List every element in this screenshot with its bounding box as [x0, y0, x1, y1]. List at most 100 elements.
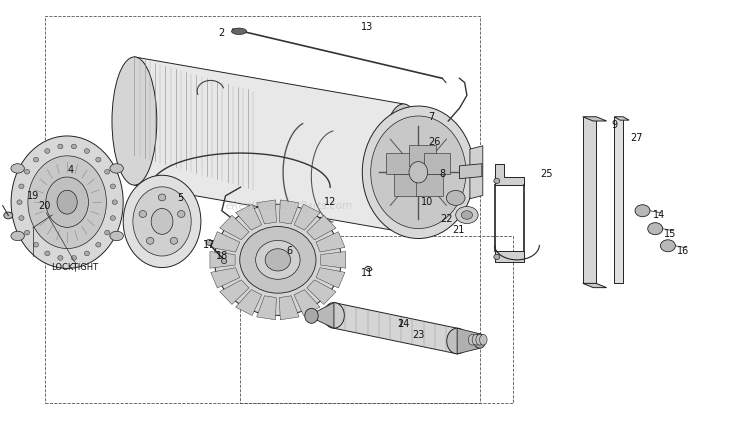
- Ellipse shape: [661, 240, 676, 252]
- Ellipse shape: [494, 254, 500, 259]
- Ellipse shape: [46, 177, 88, 227]
- Polygon shape: [424, 153, 451, 175]
- Ellipse shape: [221, 258, 226, 264]
- Ellipse shape: [214, 204, 341, 315]
- Text: 8: 8: [440, 169, 446, 179]
- Text: 20: 20: [38, 202, 51, 212]
- Polygon shape: [211, 232, 240, 252]
- Ellipse shape: [4, 212, 13, 219]
- Ellipse shape: [104, 169, 110, 174]
- Polygon shape: [210, 252, 235, 268]
- Polygon shape: [279, 200, 299, 224]
- Polygon shape: [256, 200, 276, 224]
- Ellipse shape: [472, 335, 479, 345]
- Polygon shape: [416, 175, 443, 196]
- Text: 18: 18: [216, 251, 228, 261]
- Ellipse shape: [84, 251, 89, 256]
- Text: 21: 21: [452, 225, 465, 235]
- Polygon shape: [394, 175, 421, 196]
- Ellipse shape: [456, 206, 478, 224]
- Polygon shape: [311, 303, 334, 328]
- Polygon shape: [409, 144, 436, 166]
- Ellipse shape: [110, 164, 123, 173]
- Ellipse shape: [266, 249, 290, 271]
- Ellipse shape: [476, 335, 483, 345]
- Text: LOCKTIGHT: LOCKTIGHT: [51, 263, 98, 272]
- Text: 16: 16: [676, 246, 689, 256]
- Polygon shape: [583, 117, 607, 121]
- Text: 4: 4: [67, 165, 74, 175]
- Ellipse shape: [123, 175, 201, 267]
- Ellipse shape: [446, 190, 465, 206]
- Text: 23: 23: [413, 331, 424, 341]
- Polygon shape: [334, 303, 458, 354]
- Text: eReplacementParts.com: eReplacementParts.com: [226, 202, 352, 212]
- Ellipse shape: [479, 335, 487, 345]
- Text: 2: 2: [219, 28, 225, 38]
- Ellipse shape: [19, 184, 24, 189]
- Text: 13: 13: [362, 22, 374, 32]
- Text: 25: 25: [541, 169, 553, 179]
- Text: 5: 5: [178, 193, 184, 203]
- Ellipse shape: [104, 230, 110, 235]
- Polygon shape: [316, 232, 345, 252]
- Ellipse shape: [133, 187, 191, 256]
- Polygon shape: [460, 164, 482, 179]
- Ellipse shape: [648, 223, 663, 235]
- Text: 27: 27: [630, 133, 643, 143]
- Ellipse shape: [84, 149, 89, 154]
- Ellipse shape: [304, 308, 318, 323]
- Text: 7: 7: [428, 112, 434, 122]
- Ellipse shape: [71, 144, 76, 149]
- Ellipse shape: [461, 211, 472, 219]
- Text: 14: 14: [652, 210, 665, 220]
- Ellipse shape: [232, 28, 247, 34]
- Polygon shape: [294, 204, 320, 230]
- Polygon shape: [614, 117, 623, 283]
- Ellipse shape: [110, 216, 116, 221]
- Ellipse shape: [110, 231, 123, 241]
- Ellipse shape: [240, 227, 316, 293]
- Text: 19: 19: [27, 191, 39, 201]
- Ellipse shape: [45, 251, 50, 256]
- Ellipse shape: [11, 164, 24, 173]
- Polygon shape: [134, 57, 404, 232]
- Text: 24: 24: [398, 319, 410, 329]
- Polygon shape: [470, 146, 483, 199]
- Polygon shape: [294, 290, 320, 316]
- Text: 17: 17: [203, 240, 215, 250]
- Polygon shape: [256, 296, 276, 320]
- Ellipse shape: [469, 335, 476, 345]
- Ellipse shape: [409, 162, 428, 183]
- Ellipse shape: [152, 209, 173, 234]
- Ellipse shape: [256, 240, 300, 280]
- Ellipse shape: [158, 194, 166, 201]
- Ellipse shape: [33, 157, 38, 162]
- Ellipse shape: [25, 169, 30, 174]
- Polygon shape: [614, 117, 629, 120]
- Text: 11: 11: [362, 267, 374, 278]
- Polygon shape: [220, 280, 249, 304]
- Polygon shape: [458, 328, 479, 354]
- Ellipse shape: [28, 156, 106, 249]
- Ellipse shape: [11, 231, 24, 241]
- Ellipse shape: [323, 303, 344, 328]
- Polygon shape: [386, 153, 413, 175]
- Ellipse shape: [96, 157, 101, 162]
- Polygon shape: [316, 268, 345, 288]
- Ellipse shape: [112, 200, 118, 205]
- Ellipse shape: [58, 144, 63, 149]
- Ellipse shape: [362, 106, 475, 239]
- Text: 6: 6: [286, 246, 292, 256]
- Ellipse shape: [110, 184, 116, 189]
- Ellipse shape: [17, 200, 22, 205]
- Polygon shape: [321, 252, 346, 268]
- Ellipse shape: [11, 136, 123, 268]
- Ellipse shape: [58, 255, 63, 260]
- Polygon shape: [494, 251, 524, 262]
- Ellipse shape: [96, 243, 101, 247]
- Text: 22: 22: [440, 214, 453, 224]
- Ellipse shape: [33, 243, 38, 247]
- Polygon shape: [236, 290, 262, 316]
- Ellipse shape: [57, 190, 77, 214]
